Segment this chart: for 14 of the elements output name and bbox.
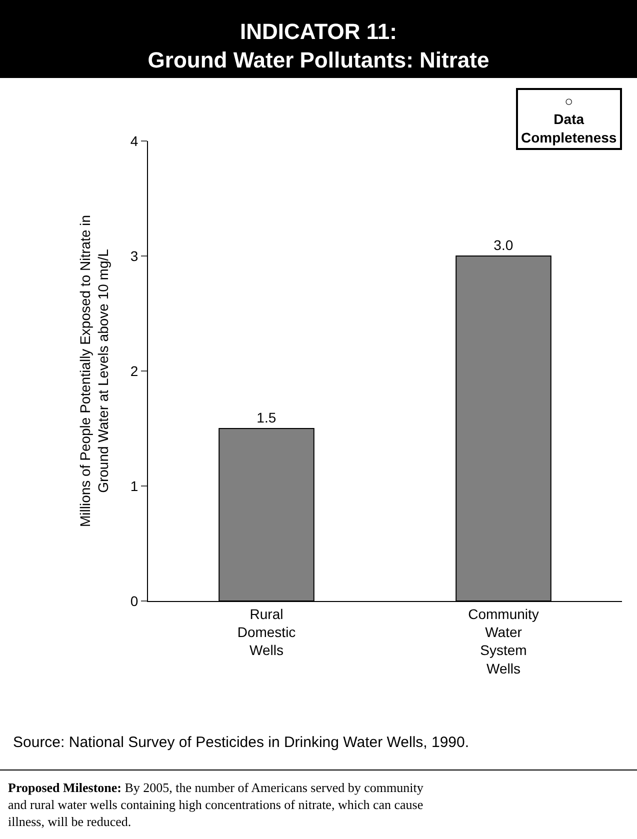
x-tick-label: Rural Domestic Wells: [237, 606, 296, 658]
x-tick-label: Community Water System Wells: [468, 606, 539, 676]
annotation: ○ Data Completeness: [521, 93, 617, 146]
y-axis-title: Millions of People Potentially Exposed to Nitrate in Ground Water at Levels above 10 mg/L: [76, 214, 112, 528]
y-tick-label: 2: [130, 362, 138, 379]
data-label: 3.0: [494, 237, 514, 253]
source-note: Source: National Survey of Pesticides in Drinking Water Wells, 1990.: [13, 734, 470, 751]
chart-title: INDICATOR 11: Ground Water Pollutants: Nitrate: [148, 19, 490, 73]
y-tick-label: 4: [130, 132, 138, 149]
y-tick-label: 1: [130, 478, 138, 494]
text: Proposed Milestone: By 2005, the number of Americans served by community and rural water wells containing high concentrations of nitrate, which can cause illness, will be reduced.: [8, 780, 424, 829]
y-tick-label: 3: [130, 248, 138, 264]
y-tick-label: 0: [130, 592, 138, 609]
data-label: 1.5: [256, 410, 276, 426]
